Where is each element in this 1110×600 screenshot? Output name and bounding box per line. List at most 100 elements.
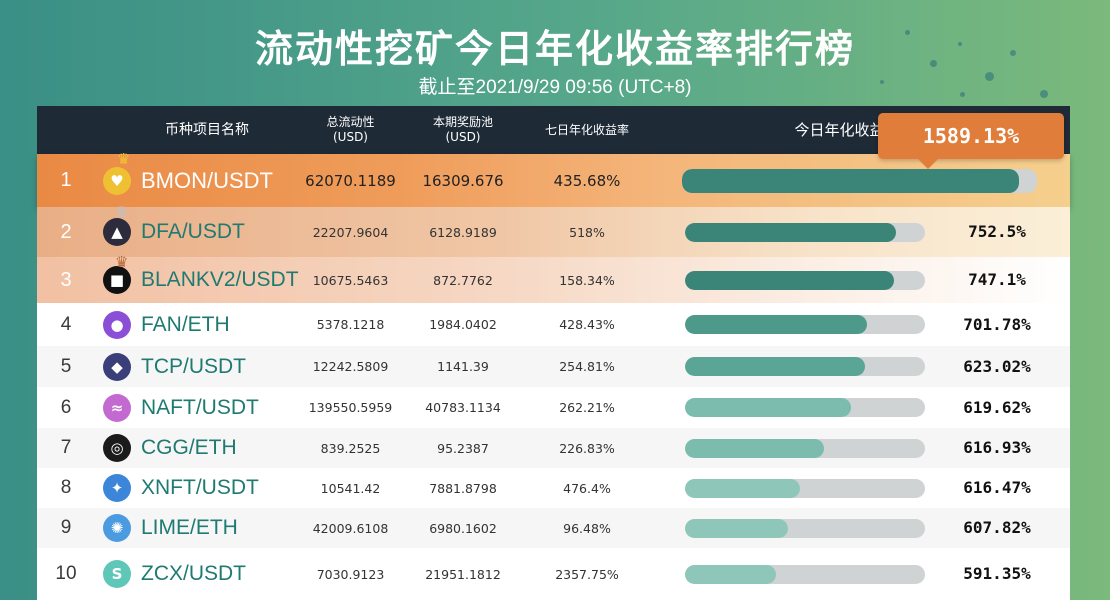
fan-icon: ● <box>103 310 131 339</box>
pair-name: DFA/USDT <box>141 220 245 243</box>
table-row: 6 ≈ NAFT/USDT 139550.5959 40783.1134 262… <box>37 387 1070 428</box>
table-row: 8 ✦ XNFT/USDT 10541.42 7881.8798 476.4% … <box>37 468 1070 508</box>
pair-name: LIME/ETH <box>141 516 238 539</box>
today-rate: 747.1% <box>968 270 1026 289</box>
decor-dot <box>960 92 965 97</box>
rate-bar-fill <box>685 479 801 498</box>
pair-name: ZCX/USDT <box>141 562 246 585</box>
rate-bar-fill <box>685 357 865 376</box>
pool-value: 40783.1134 <box>425 400 501 415</box>
rank-number: 8 <box>60 477 72 498</box>
liquidity-value: 839.2525 <box>320 440 381 456</box>
crown-icon: ♛ <box>115 253 129 271</box>
rate-bar-track <box>682 169 1037 193</box>
seven-day-rate: 2357.75% <box>555 566 619 582</box>
pair-name: NAFT/USDT <box>141 395 259 419</box>
coin-icon-cell: ≈ <box>97 387 137 428</box>
coin-icon-cell: ■ ♛ <box>97 253 137 303</box>
coin-icon-cell: ✦ <box>97 468 137 508</box>
liquidity-value: 10541.42 <box>320 480 381 496</box>
table-row: 3 ■ ♛ BLANKV2/USDT 10675.5463 872.7762 1… <box>37 253 1070 303</box>
pool-value: 872.7762 <box>433 272 493 288</box>
col-header-seven-day: 七日年化收益率 <box>544 122 629 137</box>
pair-name: FAN/ETH <box>141 312 230 336</box>
coin-icon-cell: ✺ <box>97 508 137 548</box>
rate-bar-fill <box>685 565 777 584</box>
cgg-icon: ◎ <box>103 434 131 462</box>
rank-number: 10 <box>55 563 77 584</box>
today-rate: 701.78% <box>963 315 1031 334</box>
pool-value: 21951.1812 <box>425 566 501 582</box>
liquidity-value: 12242.5809 <box>312 359 389 374</box>
seven-day-rate: 435.68% <box>553 171 621 190</box>
seven-day-rate: 262.21% <box>559 400 615 415</box>
rate-bar-track <box>685 357 925 376</box>
seven-day-rate: 428.43% <box>559 317 615 332</box>
liquidity-value: 139550.5959 <box>308 400 393 415</box>
decor-dot <box>1010 50 1016 56</box>
pair-name: TCP/USDT <box>141 354 246 378</box>
today-rate: 607.82% <box>963 518 1031 537</box>
rate-bar-fill <box>685 439 825 458</box>
rate-bar-track <box>685 223 925 242</box>
rate-bar-fill <box>685 519 789 538</box>
rate-bar-track <box>685 479 925 498</box>
pool-value: 6128.9189 <box>429 224 497 240</box>
pool-value: 6980.1602 <box>429 520 497 536</box>
pool-value: 1141.39 <box>437 359 489 374</box>
seven-day-rate: 476.4% <box>563 480 611 496</box>
coin-icon-cell: ● <box>97 303 137 346</box>
rank-number: 1 <box>60 169 72 191</box>
liquidity-value: 22207.9604 <box>312 224 389 240</box>
liquidity-value: 42009.6108 <box>312 520 389 536</box>
rate-bar-fill <box>685 223 897 242</box>
pool-value: 95.2387 <box>437 440 489 456</box>
page-subtitle: 截止至2021/9/29 09:56 (UTC+8) <box>418 77 692 98</box>
pool-value: 7881.8798 <box>429 480 497 496</box>
pair-name: BMON/USDT <box>141 167 273 193</box>
rank-number: 2 <box>60 220 72 243</box>
table-row: 4 ● FAN/ETH 5378.1218 1984.0402 428.43% … <box>37 303 1070 346</box>
today-rate: 591.35% <box>963 564 1031 583</box>
coin-icon-cell: ▲ ♛ <box>97 203 137 257</box>
table-row: 10 S ZCX/USDT 7030.9123 21951.1812 2357.… <box>37 548 1070 600</box>
naft-icon: ≈ <box>103 393 131 422</box>
table-row: 1 ♥ ♛ BMON/USDT 62070.1189 16309.676 435… <box>37 152 1070 207</box>
seven-day-rate: 158.34% <box>559 272 615 288</box>
seven-day-rate: 96.48% <box>563 520 611 536</box>
liquidity-value: 62070.1189 <box>305 171 396 190</box>
crown-icon: ♛ <box>115 203 129 221</box>
lime-icon: ✺ <box>103 514 131 542</box>
decor-dot <box>1040 90 1048 98</box>
rank-number: 7 <box>60 437 72 458</box>
rate-bar-fill <box>685 398 851 417</box>
rate-bar-track <box>685 271 925 290</box>
rank-number: 3 <box>60 268 72 291</box>
liquidity-value: 10675.5463 <box>312 272 389 288</box>
seven-day-rate: 226.83% <box>559 440 615 456</box>
rank-number: 4 <box>60 313 72 335</box>
col-header-pool: 本期奖励池 (USD) <box>432 115 493 144</box>
rank-number: 5 <box>60 355 72 377</box>
pool-value: 1984.0402 <box>429 317 497 332</box>
rate-bar-track <box>685 439 925 458</box>
page-title: 流动性挖矿今日年化收益率排行榜 <box>254 27 855 71</box>
liquidity-value: 7030.9123 <box>316 566 385 582</box>
pair-name: XNFT/USDT <box>141 476 259 499</box>
rate-bar-track <box>685 519 925 538</box>
pool-value: 16309.676 <box>422 171 504 190</box>
today-rate: 616.93% <box>963 438 1031 457</box>
ranking-table: 币种项目名称 总流动性 (USD) 本期奖励池 (USD) 七日年化收益率 今日… <box>37 106 1070 600</box>
decor-dot <box>930 60 937 67</box>
bmon-icon: ♥ <box>103 166 131 195</box>
rank-number: 6 <box>60 396 72 418</box>
col-header-today: 今日年化收益率 <box>794 120 900 139</box>
coin-icon-cell: ♥ ♛ <box>97 152 137 207</box>
table-row: 5 ◆ TCP/USDT 12242.5809 1141.39 254.81% … <box>37 346 1070 387</box>
table-row: 7 ◎ CGG/ETH 839.2525 95.2387 226.83% 616… <box>37 428 1070 468</box>
rank-number: 9 <box>60 517 72 538</box>
col-header-liquidity: 总流动性 (USD) <box>326 115 375 144</box>
decor-dot <box>958 42 962 46</box>
blank-icon: ■ <box>103 266 131 294</box>
